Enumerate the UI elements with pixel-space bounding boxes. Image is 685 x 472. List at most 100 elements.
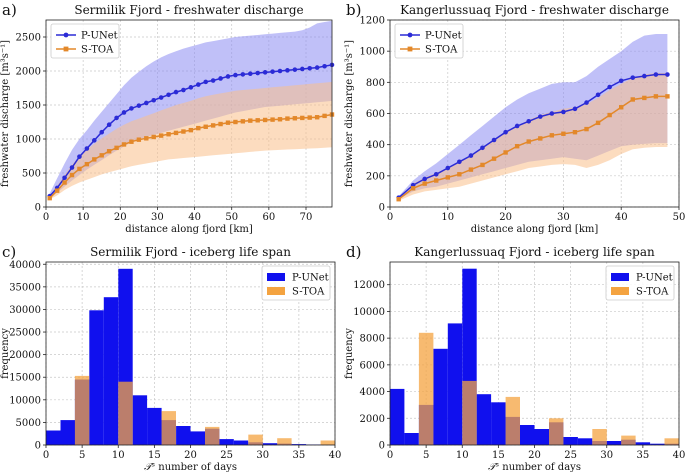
- panel-d-title: Kangerlussuaq Fjord - iceberg life span: [414, 245, 655, 259]
- panel-d-bar-p-unet-10: [534, 429, 549, 445]
- panel-a-legend-label-0: P-UNet: [81, 31, 118, 42]
- panel-a-point-s-toa-32: [285, 116, 290, 121]
- panel-b-point-p-unet-4: [445, 165, 451, 171]
- panel-d-bar-p-unet-6: [476, 394, 492, 445]
- panel-d-ytick-label-5: 10000: [353, 307, 385, 318]
- panel-b-point-s-toa-1: [410, 186, 416, 191]
- panel-a-point-p-unet-23: [218, 76, 223, 81]
- panel-c-xtick-label-1: 5: [79, 450, 85, 461]
- panel-a-point-p-unet-28: [255, 70, 261, 76]
- panel-b-point-p-unet-11: [526, 118, 532, 124]
- panel-b-point-s-toa-14: [561, 131, 566, 136]
- panel-c: 0 5 10 15 20 25 30 35 40 0 5000 10000 15000 20000 2500…: [0, 243, 341, 472]
- panel-b-band-s-toa: [398, 73, 668, 201]
- panel-a-point-s-toa-9: [114, 145, 119, 151]
- panel-a-xtick-label-7: 70: [300, 212, 313, 223]
- panel-b-point-s-toa-19: [619, 105, 624, 110]
- panel-a-xtick-label-3: 30: [151, 212, 164, 223]
- panel-b-legend-label-0: P-UNet: [425, 31, 462, 42]
- panel-d-xtick-label-3: 15: [492, 450, 505, 461]
- panel-c-xlabel-symbol: 𝒯ˢ: [144, 462, 158, 472]
- panel-b-legend-label-1: S-TOA: [425, 45, 458, 56]
- panel-b-point-s-toa-8: [491, 156, 497, 161]
- panel-a-point-s-toa-25: [233, 119, 238, 125]
- panel-a-point-s-toa-6: [92, 157, 97, 162]
- panel-b-point-s-toa-4: [445, 175, 450, 180]
- panel-a-point-s-toa-18: [181, 129, 186, 134]
- panel-a-point-s-toa-16: [166, 132, 171, 137]
- panel-a-point-p-unet-29: [262, 70, 268, 75]
- panel-b-ytick-label-0: 0: [379, 203, 385, 214]
- panel-b-point-s-toa-9: [503, 150, 508, 155]
- panel-d-bar-s-toa-5: [462, 380, 477, 445]
- panel-c-ytick-label-7: 35000: [9, 282, 41, 293]
- panel-c-bar-s-toa-19: [320, 440, 335, 445]
- panel-b-point-p-unet-5: [457, 159, 462, 165]
- panel-d: 0 5 10 15 20 25 30 35 40 0 2000 4000 6000 8000 10000 12…: [344, 243, 685, 472]
- panel-c-bar-p-unet-4: [103, 297, 119, 445]
- panel-b-legend-marker-0: [407, 32, 413, 38]
- panel-a-point-p-unet-34: [299, 66, 305, 72]
- panel-a-xlabel: distance along fjord [km]: [125, 224, 253, 235]
- panel-b-ylabel: freshwater discharge [m³s⁻¹]: [344, 40, 355, 187]
- panel-a-point-s-toa-7: [99, 153, 104, 158]
- panel-d-bar-s-toa-16: [621, 435, 636, 445]
- panel-a-point-s-toa-8: [106, 149, 112, 154]
- panel-a-ytick-label-2: 1000: [16, 135, 41, 146]
- panel-d-bar-p-unet-1: [404, 433, 419, 445]
- panel-a-point-s-toa-34: [300, 115, 305, 121]
- panel-d-xtick-label-5: 25: [564, 450, 577, 461]
- panel-a-legend-label-1: S-TOA: [81, 45, 114, 56]
- panel-a-point-p-unet-19: [188, 85, 194, 90]
- panel-d-bar-p-unet-18: [650, 443, 665, 445]
- panel-c-bar-p-unet-17: [291, 444, 307, 445]
- panel-b-point-s-toa-16: [584, 126, 589, 132]
- panel-d-ytick-label-2: 4000: [360, 387, 385, 398]
- panel-c-title: Sermilik Fjord - iceberg life span: [90, 245, 291, 259]
- panel-a-axes-frame: [45, 19, 333, 208]
- panel-a-point-s-toa-35: [307, 115, 312, 120]
- panel-d-bar-p-unet-12: [563, 437, 578, 445]
- panel-d-xtick-label-4: 20: [528, 450, 541, 461]
- panel-a-point-p-unet-30: [270, 69, 275, 74]
- panel-a-xtick-label-1: 10: [77, 212, 90, 223]
- panel-b-point-s-toa-5: [457, 172, 462, 177]
- panel-b-point-s-toa-13: [549, 133, 555, 138]
- panel-c-bar-s-toa-2: [74, 375, 90, 445]
- panel-a-point-s-toa-20: [196, 125, 201, 131]
- panel-a-point-s-toa-17: [173, 130, 179, 136]
- panel-c-ytick-label-8: 40000: [9, 260, 41, 271]
- panel-b-point-p-unet-2: [422, 176, 427, 182]
- panel-c-legend-label-1: S-TOA: [292, 287, 325, 298]
- panel-a-point-p-unet-18: [181, 87, 186, 93]
- panel-b-point-s-toa-6: [468, 167, 474, 172]
- panel-b-point-p-unet-12: [537, 114, 543, 119]
- panel-b-point-s-toa-12: [538, 136, 543, 141]
- panel-d-xlabel-text: number of days: [502, 462, 581, 472]
- panel-b-ytick-label-5: 1000: [360, 47, 385, 58]
- panel-a-legend-marker-0: [63, 32, 69, 38]
- panel-c-legend-swatch-1: [267, 287, 285, 295]
- panel-a-point-p-unet-27: [247, 71, 253, 77]
- panel-a-point-s-toa-12: [136, 137, 142, 142]
- panel-b-point-s-toa-11: [526, 139, 531, 144]
- panel-d-ytick-label-3: 6000: [360, 360, 385, 371]
- panel-a-legend-marker-1: [63, 46, 69, 52]
- panel-c-bar-s-toa-11: [205, 426, 220, 445]
- panel-a-ytick-label-0: 0: [35, 203, 41, 214]
- panel-d-bar-p-unet-0: [390, 388, 405, 445]
- panel-a-point-p-unet-17: [173, 89, 179, 95]
- panel-d-xtick-label-7: 35: [637, 450, 650, 461]
- panel-a-panel-letter: a): [2, 1, 17, 19]
- panel-a-point-s-toa-15: [158, 133, 164, 138]
- panel-c-bar-p-unet-13: [233, 440, 249, 445]
- panel-c-xtick-label-5: 25: [220, 450, 233, 461]
- panel-a-point-p-unet-8: [106, 122, 112, 128]
- panel-a-xtick-label-0: 0: [43, 212, 49, 223]
- panel-a-point-p-unet-7: [99, 129, 105, 135]
- panel-b-point-p-unet-20: [630, 75, 636, 80]
- panel-a-point-p-unet-32: [285, 68, 290, 73]
- panel-d-bar-p-unet-15: [606, 441, 622, 445]
